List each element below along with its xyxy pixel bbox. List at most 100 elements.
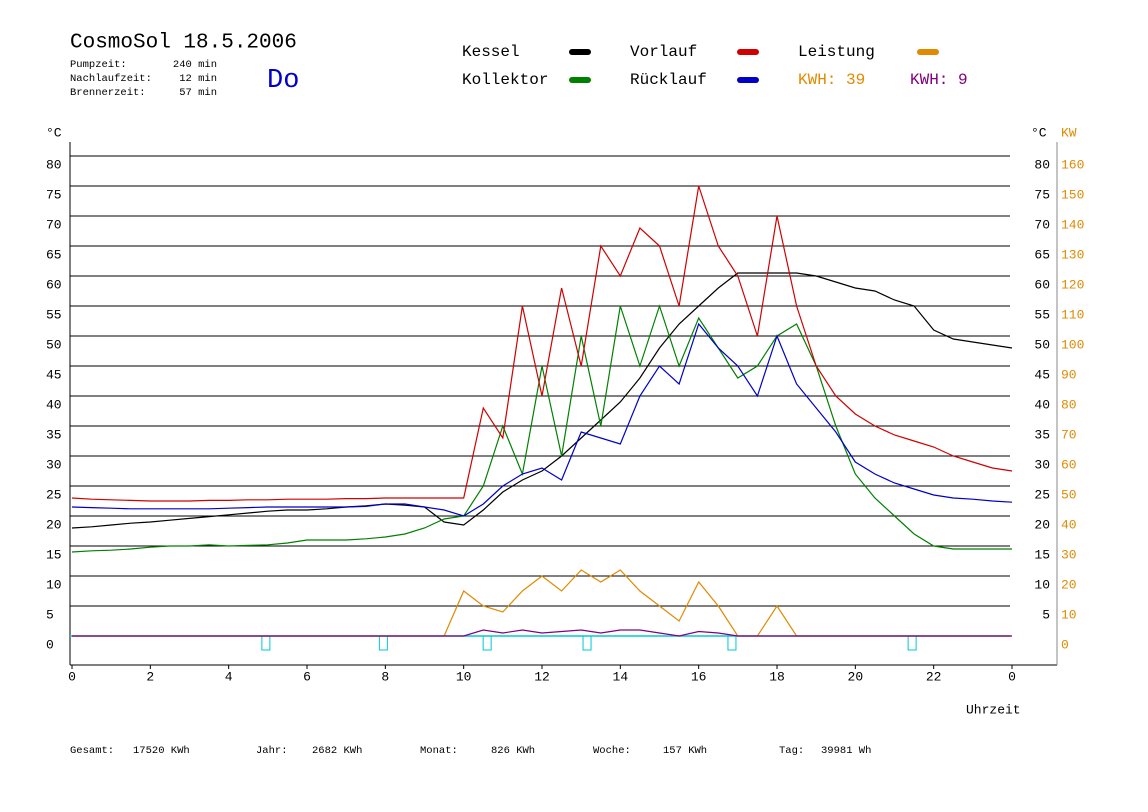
x-tick-label: 0	[1008, 669, 1016, 684]
y2-tick-label: 80	[1061, 397, 1077, 412]
y2-tick-label: 50	[1061, 487, 1077, 502]
y2-tick-label: 10	[1061, 607, 1077, 622]
y-tick-label: 40	[46, 397, 62, 412]
stat-value: 57 min	[179, 87, 217, 99]
event-marker	[482, 635, 492, 651]
y-tick-label-right: 10	[1034, 577, 1050, 592]
legend-label: Kollektor	[462, 71, 548, 89]
y-tick-label-right: 75	[1034, 187, 1050, 202]
event-marker	[727, 635, 737, 651]
series-line	[71, 272, 1013, 529]
x-tick-label: 10	[456, 669, 472, 684]
footer-value: 2682 KWh	[312, 745, 362, 757]
y-tick-label: 75	[46, 187, 62, 202]
y-tick-label-right: 25	[1034, 487, 1050, 502]
y2-tick-label: 140	[1061, 217, 1084, 232]
y2-tick-label: 120	[1061, 277, 1084, 292]
y-tick-label: 5	[46, 607, 54, 622]
y2-tick-label: 160	[1061, 157, 1084, 172]
y-tick-label: 65	[46, 247, 62, 262]
y-tick-label-right: 80	[1034, 157, 1050, 172]
x-tick-label: 6	[303, 669, 311, 684]
y-tick-label: 50	[46, 337, 62, 352]
y-tick-label-right: 5	[1042, 607, 1050, 622]
y-tick-label-right: 40	[1034, 397, 1050, 412]
y2-tick-label: 40	[1061, 517, 1077, 532]
footer-label: Jahr:	[256, 745, 288, 757]
x-tick-label: 16	[691, 669, 707, 684]
y2-tick-label: 70	[1061, 427, 1077, 442]
y-tick-label-right: 65	[1034, 247, 1050, 262]
event-marker	[261, 635, 271, 651]
y2-tick-label: 110	[1061, 307, 1084, 322]
x-tick-label: 14	[613, 669, 629, 684]
stat-value: 12 min	[179, 73, 217, 85]
event-marker	[378, 635, 388, 651]
x-axis-label: Uhrzeit	[966, 702, 1021, 717]
footer-value: 157 KWh	[663, 745, 707, 757]
footer-value: 39981 Wh	[821, 745, 871, 757]
y2-tick-label: 100	[1061, 337, 1084, 352]
y-axis-label-right: °C	[1031, 125, 1047, 140]
legend-label: Vorlauf	[630, 43, 697, 61]
weekday: Do	[267, 66, 299, 96]
x-tick-label: 2	[146, 669, 154, 684]
y-tick-label: 30	[46, 457, 62, 472]
y-tick-label: 80	[46, 157, 62, 172]
y-tick-label-right: 20	[1034, 517, 1050, 532]
y-tick-label-right: 35	[1034, 427, 1050, 442]
legend-label: Kessel	[462, 43, 520, 61]
y-tick-label-right: 70	[1034, 217, 1050, 232]
y-tick-label: 70	[46, 217, 62, 232]
x-tick-label: 8	[381, 669, 389, 684]
y-tick-label: 10	[46, 577, 62, 592]
event-marker	[582, 635, 592, 651]
y-tick-label: 0	[46, 637, 54, 652]
event-marker	[907, 635, 917, 651]
x-tick-label: 0	[68, 669, 76, 684]
footer-label: Woche:	[593, 745, 631, 757]
y-tick-label-right: 60	[1034, 277, 1050, 292]
legend-label: Rücklauf	[630, 71, 707, 89]
footer-label: Gesamt:	[70, 745, 114, 757]
y2-axis-label: KW	[1061, 125, 1077, 140]
y2-tick-label: 90	[1061, 367, 1077, 382]
x-tick-label: 4	[225, 669, 233, 684]
y-tick-label: 35	[46, 427, 62, 442]
kwh-label: KWH: 39	[798, 71, 865, 89]
footer-label: Tag:	[779, 745, 804, 757]
footer-value: 17520 KWh	[133, 745, 190, 757]
y2-tick-label: 150	[1061, 187, 1084, 202]
y-tick-label: 15	[46, 547, 62, 562]
y-axis-label: °C	[46, 125, 62, 140]
footer-value: 826 KWh	[491, 745, 535, 757]
y-tick-label: 60	[46, 277, 62, 292]
y2-tick-label: 60	[1061, 457, 1077, 472]
x-tick-label: 20	[848, 669, 864, 684]
y-tick-label-right: 50	[1034, 337, 1050, 352]
y-tick-label-right: 30	[1034, 457, 1050, 472]
series-line	[71, 322, 1013, 517]
series-line	[72, 629, 1012, 637]
x-tick-label: 18	[769, 669, 785, 684]
stat-label: Nachlaufzeit:	[70, 73, 152, 85]
footer-label: Monat:	[420, 745, 458, 757]
y-tick-label: 20	[46, 517, 62, 532]
y-tick-label: 25	[46, 487, 62, 502]
series-line	[71, 304, 1012, 553]
x-tick-label: 22	[926, 669, 942, 684]
y-tick-label: 55	[46, 307, 62, 322]
kwh-label: KWH: 9	[910, 71, 968, 89]
chart-title: CosmoSol 18.5.2006	[70, 32, 297, 55]
y2-tick-label: 130	[1061, 247, 1084, 262]
x-tick-label: 12	[534, 669, 550, 684]
y-tick-label-right: 15	[1034, 547, 1050, 562]
y-tick-label-right: 45	[1034, 367, 1050, 382]
series-line	[72, 569, 1012, 637]
y2-tick-label: 0	[1061, 637, 1069, 652]
y2-tick-label: 30	[1061, 547, 1077, 562]
stat-label: Pumpzeit:	[70, 59, 127, 71]
legend-label: Leistung	[798, 43, 875, 61]
y2-tick-label: 20	[1061, 577, 1077, 592]
series-line	[71, 185, 1013, 502]
